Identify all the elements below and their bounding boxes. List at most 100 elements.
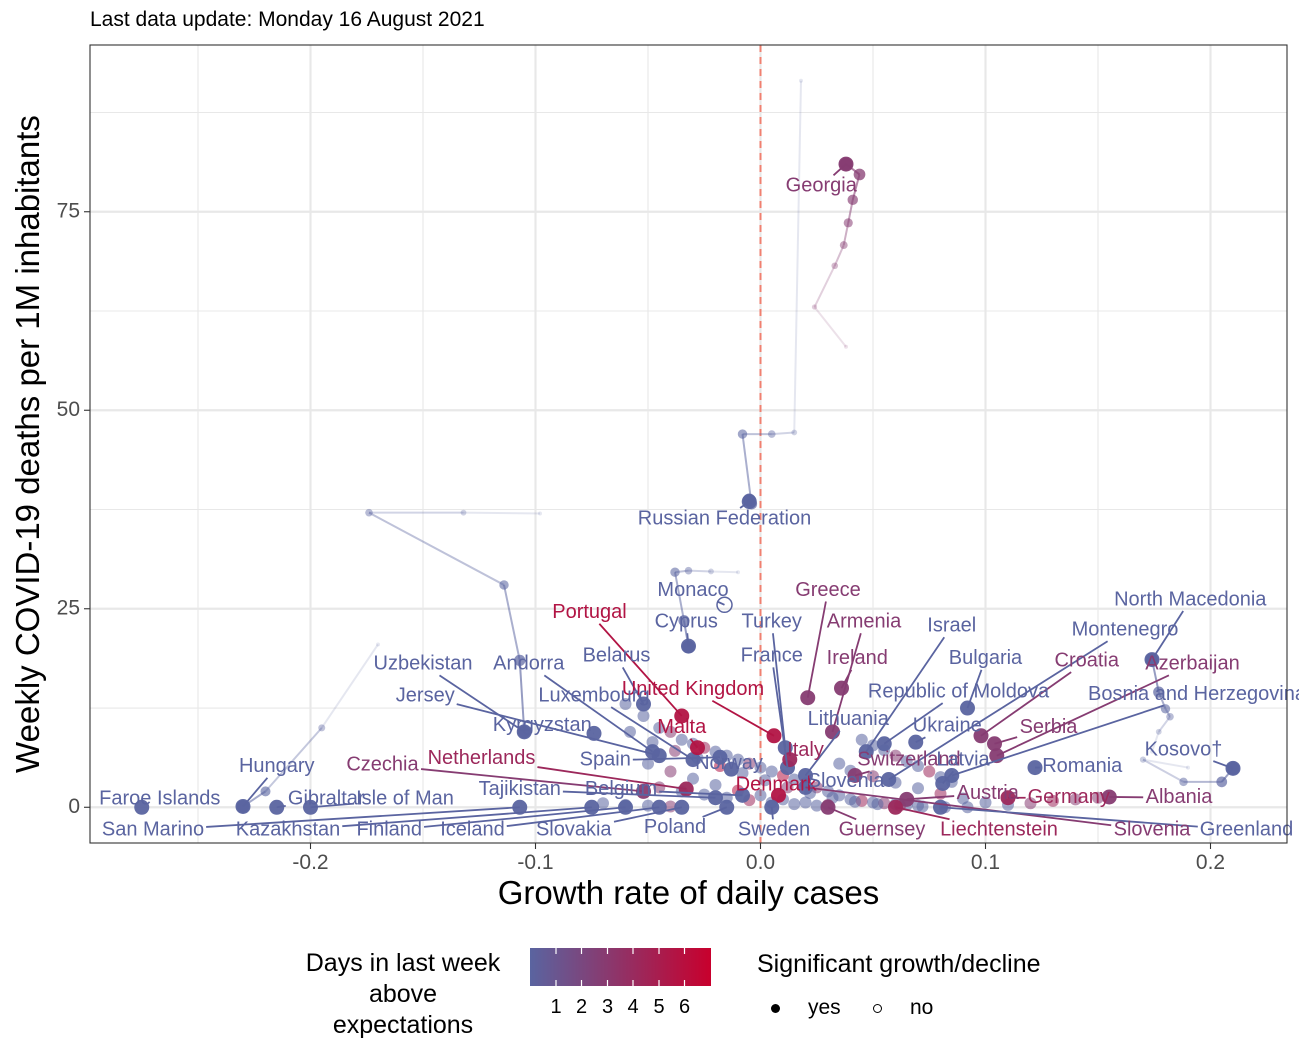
y-tick-label: 75 [57, 199, 80, 222]
country-label: Armenia [827, 611, 902, 633]
label-leader-line [613, 806, 682, 823]
trail-segment [674, 572, 685, 621]
country-label: Latvia [936, 749, 990, 771]
y-axis-label: Weekly COVID-19 deaths per 1M inhabitant… [9, 115, 46, 773]
label-leader-line [739, 500, 750, 509]
label-leader-line [994, 736, 1018, 745]
color-legend-title: Days in last week above expectations [270, 948, 536, 1041]
x-axis-label: Growth rate of daily cases [497, 874, 880, 911]
country-point [723, 761, 739, 777]
country-label: Czechia [346, 753, 419, 775]
country-point-hollow [716, 596, 733, 614]
label-leader-line [420, 768, 644, 793]
label-leader-line [888, 640, 1109, 781]
x-tick-label: -0.2 [292, 851, 328, 874]
country-label: Greenland [1200, 819, 1293, 841]
country-label: Luxembourg [538, 684, 649, 706]
label-leader-line [840, 669, 853, 689]
country-label: Spain [580, 749, 631, 771]
country-label: Finland [356, 819, 422, 841]
trail-point [843, 218, 853, 228]
plot-panel-border [89, 44, 1288, 844]
trail-segment [1142, 758, 1189, 769]
label-leader-line [827, 806, 857, 821]
background-point [916, 800, 929, 813]
country-label: Bosnia and Herzegovina [1088, 683, 1299, 705]
country-label: Faroe Islands [99, 788, 220, 810]
country-label: Greece [795, 579, 861, 601]
trail-point [1216, 776, 1228, 788]
trail-point [684, 566, 693, 575]
background-point [736, 767, 749, 780]
trail-point [853, 168, 866, 181]
country-label: San Marino [102, 819, 204, 841]
label-leader-line [951, 704, 1164, 777]
label-leader-line [854, 770, 870, 777]
label-leader-line [980, 671, 1072, 737]
trail-point [678, 615, 690, 627]
trail-point [499, 580, 509, 590]
background-point [743, 757, 756, 770]
label-leader-line [966, 669, 983, 709]
trail-point [847, 194, 858, 206]
trail-segment [793, 80, 802, 433]
trail-segment [463, 511, 541, 515]
country-label: Croatia [1055, 649, 1120, 671]
country-label: Germany [1028, 786, 1110, 808]
background-point [799, 796, 812, 809]
trail-point [1166, 712, 1174, 721]
country-label: Sweden [738, 819, 810, 841]
label-leader-line [772, 667, 789, 768]
legend-filled-dot-icon [771, 1004, 780, 1013]
background-point [849, 795, 861, 808]
country-label: United Kingdom [622, 678, 764, 700]
background-point [664, 765, 677, 778]
trail-point [1139, 756, 1147, 763]
label-leader-line [906, 795, 955, 801]
country-label: Turkey [742, 611, 802, 633]
x-tick-label: 0.0 [746, 851, 775, 874]
background-point [871, 798, 884, 811]
country-label: Kyrgyzstan [493, 714, 592, 736]
country-label: Andorra [493, 653, 565, 675]
country-label: Liechtenstein [940, 819, 1058, 841]
background-point [855, 733, 868, 746]
trail-point [811, 304, 818, 310]
country-label: Georgia [786, 175, 858, 197]
y-tick-label: 25 [57, 596, 80, 619]
trail-segment [710, 570, 739, 574]
trail-point [514, 654, 526, 666]
trail-segment [503, 584, 521, 661]
shape-legend-title: Significant growth/decline [757, 950, 1041, 978]
legend-tick-5: 5 [653, 996, 665, 1018]
label-leader-line [940, 806, 1198, 828]
trail-point [1186, 765, 1190, 770]
background-point [833, 757, 846, 770]
label-leader-line [996, 674, 1170, 757]
trail-point [791, 429, 798, 436]
color-legend-title-line-2: above [368, 980, 438, 1008]
background-point [669, 744, 681, 757]
legend-hollow-dot-icon [873, 1004, 882, 1013]
country-label: Cyprus [655, 611, 718, 633]
color-legend-gradient-bar [530, 948, 711, 986]
label-leader-line [711, 699, 775, 737]
label-leader-line [831, 633, 862, 733]
y-axis-ticks: 0 25 50 75 [57, 199, 90, 818]
background-point [1092, 791, 1104, 804]
label-leader-line [1151, 610, 1184, 661]
y-tick-label: 0 [68, 795, 80, 818]
legend-yes-label: yes [808, 996, 841, 1019]
background-point [979, 796, 992, 809]
legend-tick-2: 2 [575, 996, 588, 1018]
label-leader-line [659, 790, 743, 797]
country-label: Russian Federation [638, 507, 811, 529]
country-label: Tajikistan [479, 778, 561, 800]
trail-segment [688, 569, 712, 573]
trail-point [1153, 686, 1165, 698]
background-point [619, 698, 632, 711]
label-leader-line [423, 806, 626, 828]
country-label: Gibraltar [288, 788, 365, 810]
trail-point [708, 568, 714, 575]
